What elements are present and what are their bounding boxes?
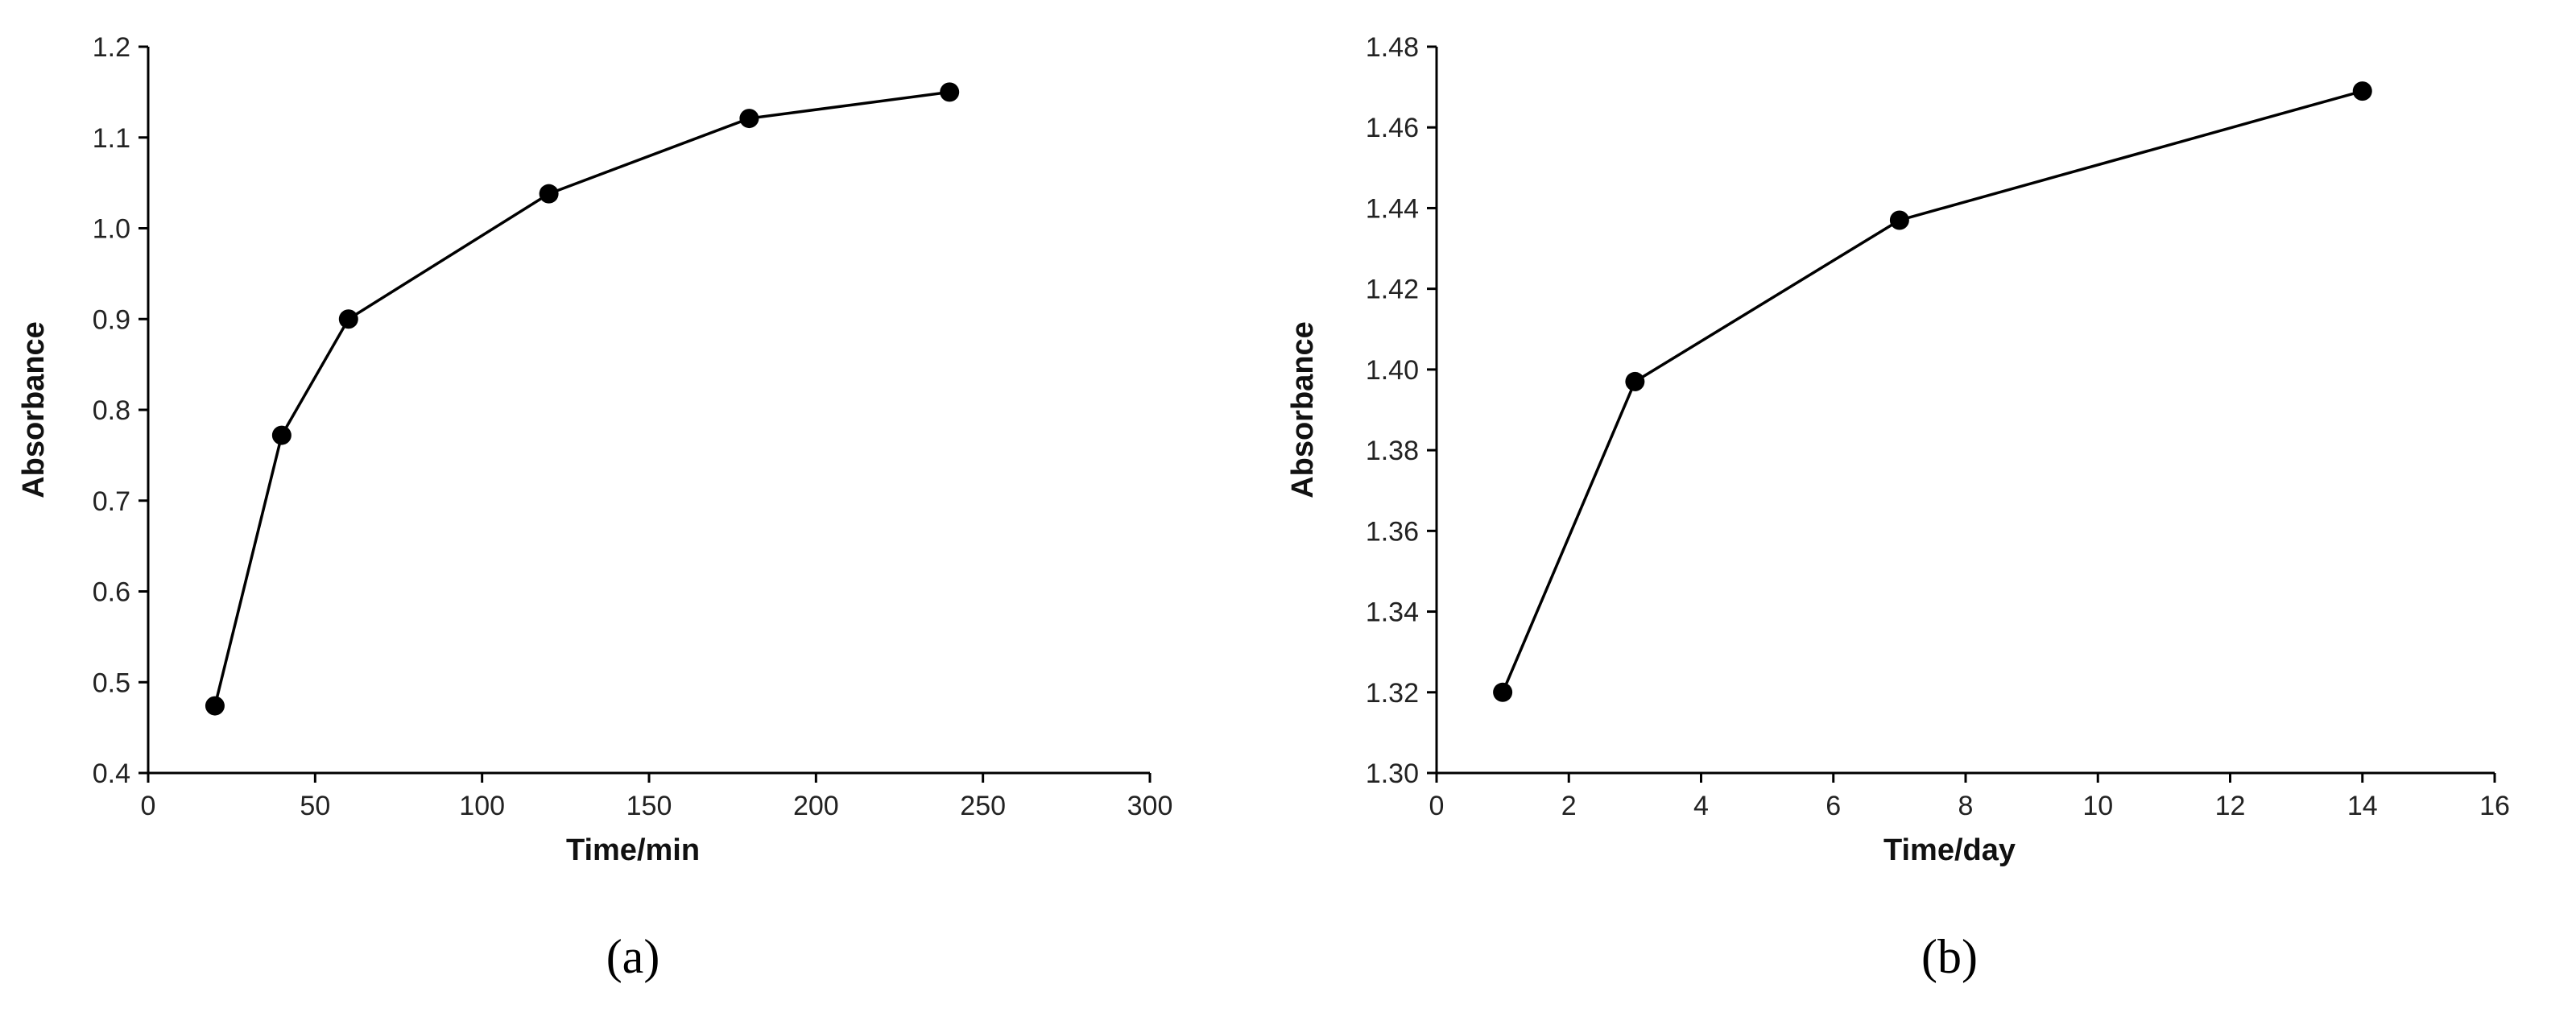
y-tick-label: 1.32: [1366, 678, 1419, 709]
data-point: [739, 109, 759, 129]
series-line: [213, 90, 950, 706]
y-tick-label: 0.6: [93, 577, 130, 608]
y-tick-label: 1.1: [93, 123, 130, 154]
y-axis-title: Absorbance: [1286, 321, 1320, 498]
series-line: [1501, 89, 2363, 693]
y-tick-label: 1.38: [1366, 436, 1419, 466]
x-tick-label: 12: [2215, 791, 2246, 821]
x-tick-label: 6: [1826, 791, 1841, 821]
x-tick-label: 200: [793, 791, 839, 821]
y-tick-label: 0.5: [93, 668, 130, 698]
y-tick-label: 1.2: [93, 32, 130, 63]
chart-panel-b: 0 2 4 6 8 10 12 14 16 1.30 1.32 1.34 1.36 1.38 1.40 1.4…: [1286, 32, 2510, 983]
data-point: [1493, 682, 1513, 702]
panel-label-a: (a): [606, 930, 660, 983]
y-tick-label: 1.42: [1366, 275, 1419, 305]
data-point: [1625, 371, 1645, 391]
y-tick-label: 1.0: [93, 214, 130, 245]
x-tick-label: 0: [141, 791, 156, 821]
x-tick-label: 0: [1429, 791, 1445, 821]
x-tick-label: 2: [1561, 791, 1577, 821]
x-tick-label: 4: [1693, 791, 1709, 821]
x-tick-label: 300: [1127, 791, 1173, 821]
data-point: [1889, 210, 1909, 230]
y-tick-label: 1.34: [1366, 597, 1419, 628]
data-point: [271, 425, 292, 445]
data-point: [539, 184, 559, 204]
y-tick-label: 0.9: [93, 304, 130, 335]
data-point: [205, 696, 225, 716]
x-tick-label: 8: [1958, 791, 1974, 821]
x-tick-label: 250: [960, 791, 1006, 821]
x-tick-label: 100: [459, 791, 505, 821]
panel-label-b: (b): [1921, 930, 1978, 983]
y-tick-label: 0.4: [93, 759, 130, 789]
data-point: [940, 82, 960, 102]
y-tick-label: 1.40: [1366, 355, 1419, 386]
y-tick-label: 1.36: [1366, 516, 1419, 547]
y-tick-label: 1.30: [1366, 759, 1419, 789]
y-tick-label: 1.46: [1366, 113, 1419, 143]
x-tick-label: 14: [2347, 791, 2378, 821]
y-tick-label: 0.8: [93, 395, 130, 426]
data-point: [2352, 81, 2372, 101]
x-axis-title: Time/day: [1883, 833, 2016, 867]
y-tick-label: 1.44: [1366, 193, 1419, 224]
x-tick-label: 10: [2082, 791, 2113, 821]
x-tick-label: 50: [300, 791, 330, 821]
y-axis-title: Absorbance: [17, 321, 51, 498]
data-point: [338, 309, 358, 329]
y-tick-label: 1.48: [1366, 32, 1419, 63]
chart-panel-a: 0 50 100 150 200 250 300 0.4 0.5 0.6 0.7 0.8 0.9 1.0 1…: [17, 32, 1172, 983]
x-axis-title: Time/min: [566, 833, 700, 867]
y-tick-label: 0.7: [93, 486, 130, 517]
x-tick-label: 150: [626, 791, 672, 821]
x-tick-label: 16: [2479, 791, 2510, 821]
